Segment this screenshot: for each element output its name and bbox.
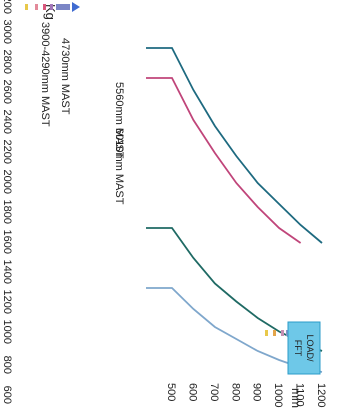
y-tick-label: 3200: [1, 0, 13, 14]
x-tick-label: 500: [165, 383, 177, 401]
y-tick-label: 1800: [1, 200, 13, 224]
series-label: 5560mm MAST: [113, 82, 125, 159]
y-tick-label: 600: [1, 386, 13, 404]
x-tick-label: 800: [229, 383, 241, 401]
series-line: [146, 47, 323, 244]
y-tick-label: 1400: [1, 260, 13, 284]
badge-line-1: LOAD/: [305, 334, 315, 362]
x-tick-label: 600: [186, 383, 198, 401]
badge-line-2: FFT: [293, 340, 303, 357]
x-tick-labels: 500 600 700 800 900 1000 1100 1200: [165, 383, 327, 407]
x-tick-label: 1100: [294, 383, 306, 407]
y-tick-label: 2600: [1, 80, 13, 104]
x-tick-label: 700: [208, 383, 220, 401]
y-tick-label: 2200: [1, 140, 13, 164]
x-tick-label: 1000: [272, 383, 284, 407]
series-line: [146, 77, 302, 244]
load-badge: LOAD/ FFT: [287, 321, 321, 375]
y-tick-label: 1000: [1, 320, 13, 344]
series-label: 6010mm MAST: [113, 128, 125, 205]
y-tick-label: 800: [1, 356, 13, 374]
series-label: 4730mm MAST: [59, 38, 71, 115]
y-tick-label: 2400: [1, 110, 13, 134]
y-tick-label: 2000: [1, 170, 13, 194]
y-tick-label: 1200: [1, 290, 13, 314]
series-label: 3900-4290mm MAST: [39, 22, 51, 127]
x-tick-label: 900: [251, 383, 263, 401]
y-tick-labels: 3200 3000 2800 2600 2400 2200 2000 1800 1600 1400…: [1, 0, 13, 404]
y-tick-label: 2800: [1, 50, 13, 74]
y-tick-label: 3000: [1, 20, 13, 44]
x-unit-label: mm: [289, 388, 303, 408]
y-tick-label: 1600: [1, 230, 13, 254]
x-tick-label: 1200: [315, 383, 327, 407]
y-axis-color-arrow: [25, 2, 80, 12]
y-unit-label: Kg: [43, 4, 58, 20]
series-labels: 3900-4290mm MAST 4730mm MAST 5560mm MAST60…: [39, 22, 125, 205]
